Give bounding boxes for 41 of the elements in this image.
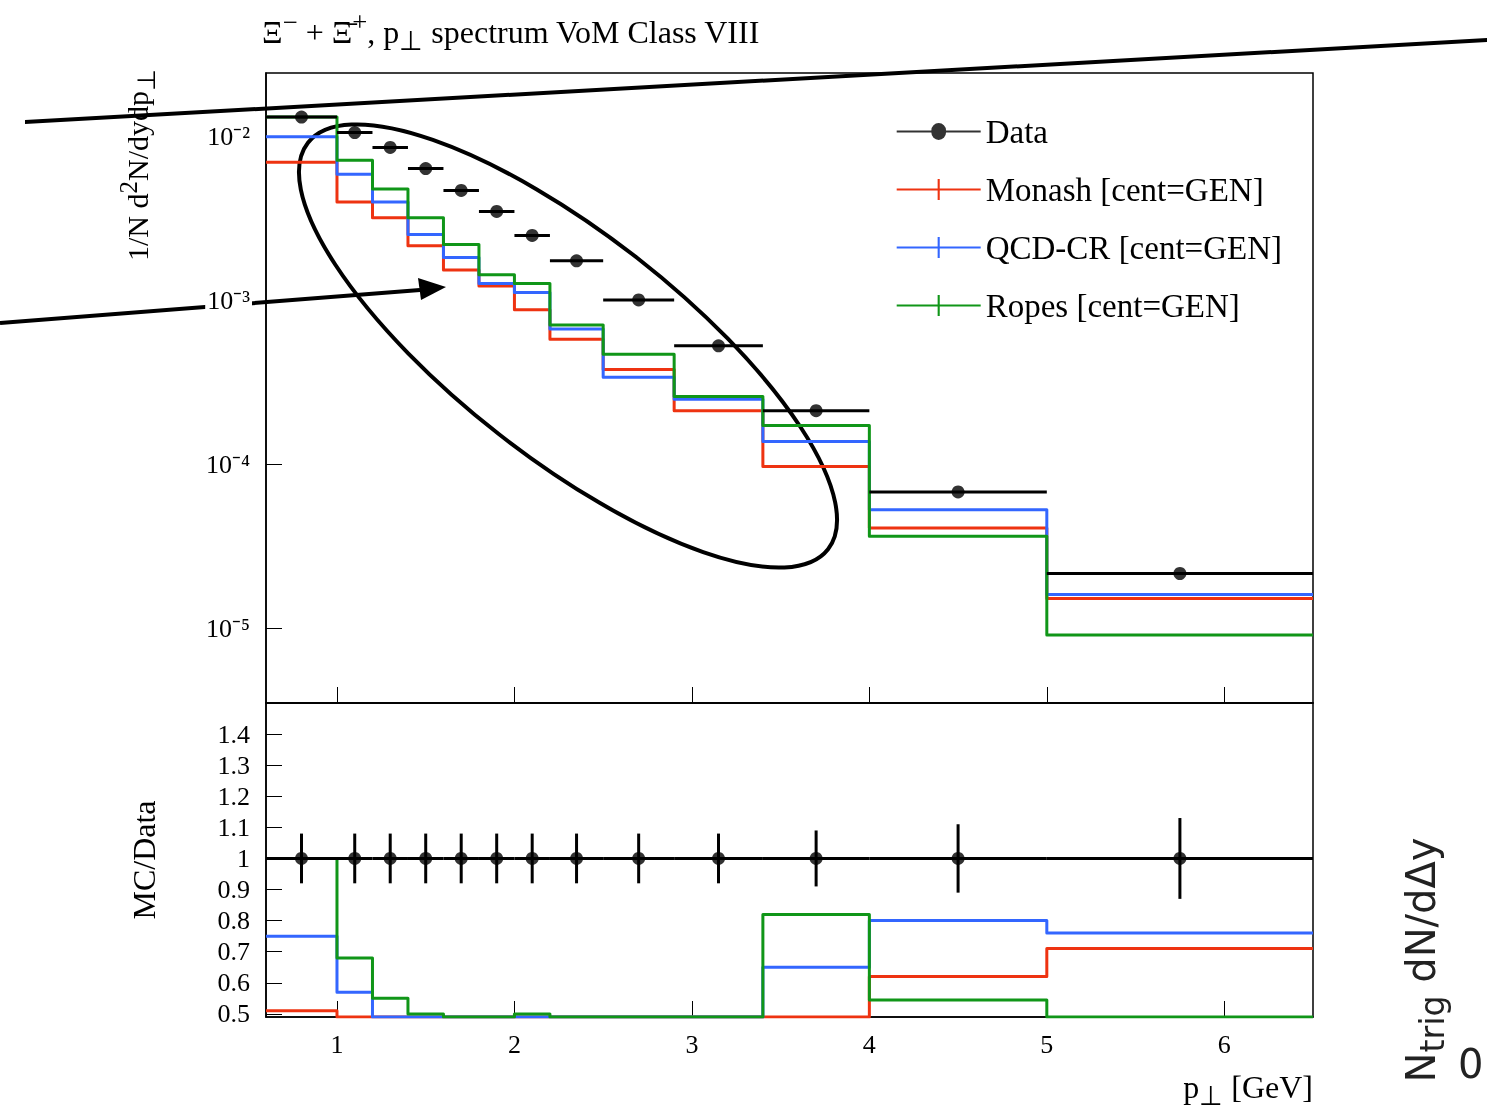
x-tick-label: 3	[685, 1029, 699, 1059]
point	[419, 162, 433, 176]
point	[295, 110, 308, 124]
point	[348, 126, 362, 140]
x-tick-label: 4	[862, 1029, 876, 1059]
legend-label: QCD-CR [cent=GEN]	[985, 229, 1283, 266]
point	[490, 204, 504, 218]
x-axis-title: p$_{⊥}$ [GeV]	[1183, 1069, 1313, 1112]
point	[951, 485, 965, 499]
y-tick-label: 1.2	[217, 781, 250, 811]
y-tick-label: 1.4	[217, 719, 250, 749]
legend-label: Data	[985, 113, 1049, 150]
x-tick-label: 2	[507, 1029, 521, 1059]
y-tick-label: 10⁻²	[207, 122, 251, 152]
y-tick-label: 0.6	[217, 968, 250, 998]
y-tick-label: 1.1	[217, 812, 250, 842]
point	[570, 254, 584, 268]
point	[525, 228, 539, 242]
x-tick-label: 5	[1040, 1029, 1054, 1059]
y-tick-label: 0.8	[217, 906, 250, 936]
point	[712, 339, 726, 353]
y-tick-label: 1	[237, 843, 250, 873]
x-tick-label: 6	[1217, 1029, 1231, 1059]
x-tick-label: 1	[330, 1029, 344, 1059]
y-tick-label: 10⁻⁴	[205, 449, 250, 479]
point	[454, 183, 468, 197]
legend-label: Ropes [cent=GEN]	[985, 287, 1240, 324]
y-axis-title: MC/Data	[126, 800, 163, 920]
point	[383, 141, 397, 154]
y-tick-label: 10⁻⁵	[205, 613, 250, 643]
point	[632, 293, 646, 307]
y-tick-label: 0.9	[217, 875, 250, 905]
y-tick-label: 1.3	[217, 750, 250, 780]
legend-label: Monash [cent=GEN]	[985, 171, 1264, 208]
point	[809, 404, 823, 418]
y-tick-label: 0.5	[217, 999, 250, 1029]
y-tick-label: 0.7	[217, 937, 250, 967]
chart-title: Ξ$^{−}$ + Ξ̄$^{+}$, p$_{⊥}$ spectrum VoM Class VIII	[262, 7, 760, 57]
point	[1173, 567, 1187, 580]
y-tick-label: 10⁻³	[207, 286, 251, 316]
text: 0	[1458, 1041, 1484, 1087]
